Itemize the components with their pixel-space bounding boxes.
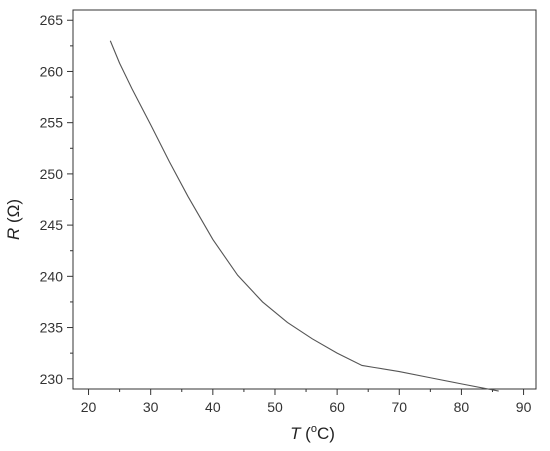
plot-frame: [72, 9, 537, 390]
y-axis-title: R (Ω): [4, 199, 23, 240]
y-tick-label: 250: [40, 166, 64, 182]
series-layer: [109, 40, 499, 392]
x-tick-label: 30: [143, 399, 159, 415]
y-tick-label: 235: [40, 320, 64, 336]
x-tick-label: 80: [454, 399, 470, 415]
y-tick-label: 245: [40, 217, 64, 233]
x-tick-label: 70: [391, 399, 407, 415]
x-tick-label: 50: [267, 399, 283, 415]
x-tick-label: 90: [516, 399, 532, 415]
x-axis-title: T (oC): [290, 423, 335, 443]
y-tick-label: 255: [40, 115, 64, 131]
y-axis-variable: R: [4, 228, 23, 240]
x-axis-unit-superscript: o: [311, 423, 317, 435]
y-tick-label: 230: [40, 371, 64, 387]
y-tick-label: 240: [40, 268, 64, 284]
x-tick-label: 60: [329, 399, 345, 415]
x-axis-unit-open: (: [300, 424, 311, 443]
x-axis-unit-rest: C): [317, 424, 335, 443]
x-axis-ticks: 20 30 40 50 60 70 80 90: [81, 389, 532, 415]
series-line-1: [109, 40, 499, 392]
y-axis-ticks: 230 235 240 245 250 255 260 265: [40, 12, 73, 387]
y-tick-label: 260: [40, 63, 64, 79]
x-axis-variable: T: [290, 424, 302, 443]
y-tick-label: 265: [40, 12, 64, 28]
axis-frame: [72, 9, 537, 390]
y-axis-unit: (Ω): [4, 199, 23, 228]
x-tick-label: 20: [81, 399, 97, 415]
x-tick-label: 40: [205, 399, 221, 415]
